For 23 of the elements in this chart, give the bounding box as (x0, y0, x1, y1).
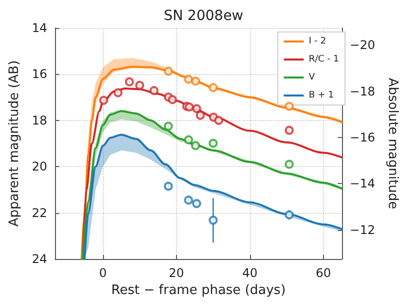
y-tick-label: 20 (32, 160, 48, 174)
y-tick-label: 16 (32, 67, 48, 82)
y-tick-label: 18 (32, 113, 48, 128)
x-axis-title: Rest − frame phase (days) (111, 282, 286, 298)
y-tick-label: 22 (32, 206, 48, 220)
y2-axis-title: Absolute magnitude (385, 78, 400, 210)
legend-label: V (308, 72, 316, 82)
x-tick-label: 40 (242, 266, 258, 280)
x-tick-label: 0 (99, 266, 107, 280)
y-axis-title: Apparent magnitude (AB) (7, 60, 22, 227)
x-tick-label: 60 (316, 266, 332, 280)
chart-title: SN 2008ew (164, 8, 244, 24)
legend-label: B + 1 (308, 90, 334, 100)
y2-tick-label: −12 (350, 222, 376, 237)
y2-tick-label: −20 (350, 38, 376, 52)
y-tick-label: 24 (32, 252, 48, 266)
y2-tick-label: −14 (350, 176, 376, 191)
legend-label: R/C - 1 (308, 54, 339, 64)
legend-label: I - 2 (308, 36, 326, 46)
y-tick-label: 14 (32, 21, 48, 35)
x-tick-label: 20 (168, 266, 184, 280)
y2-tick-label: −18 (350, 84, 376, 98)
y2-tick-label: −16 (350, 130, 376, 144)
